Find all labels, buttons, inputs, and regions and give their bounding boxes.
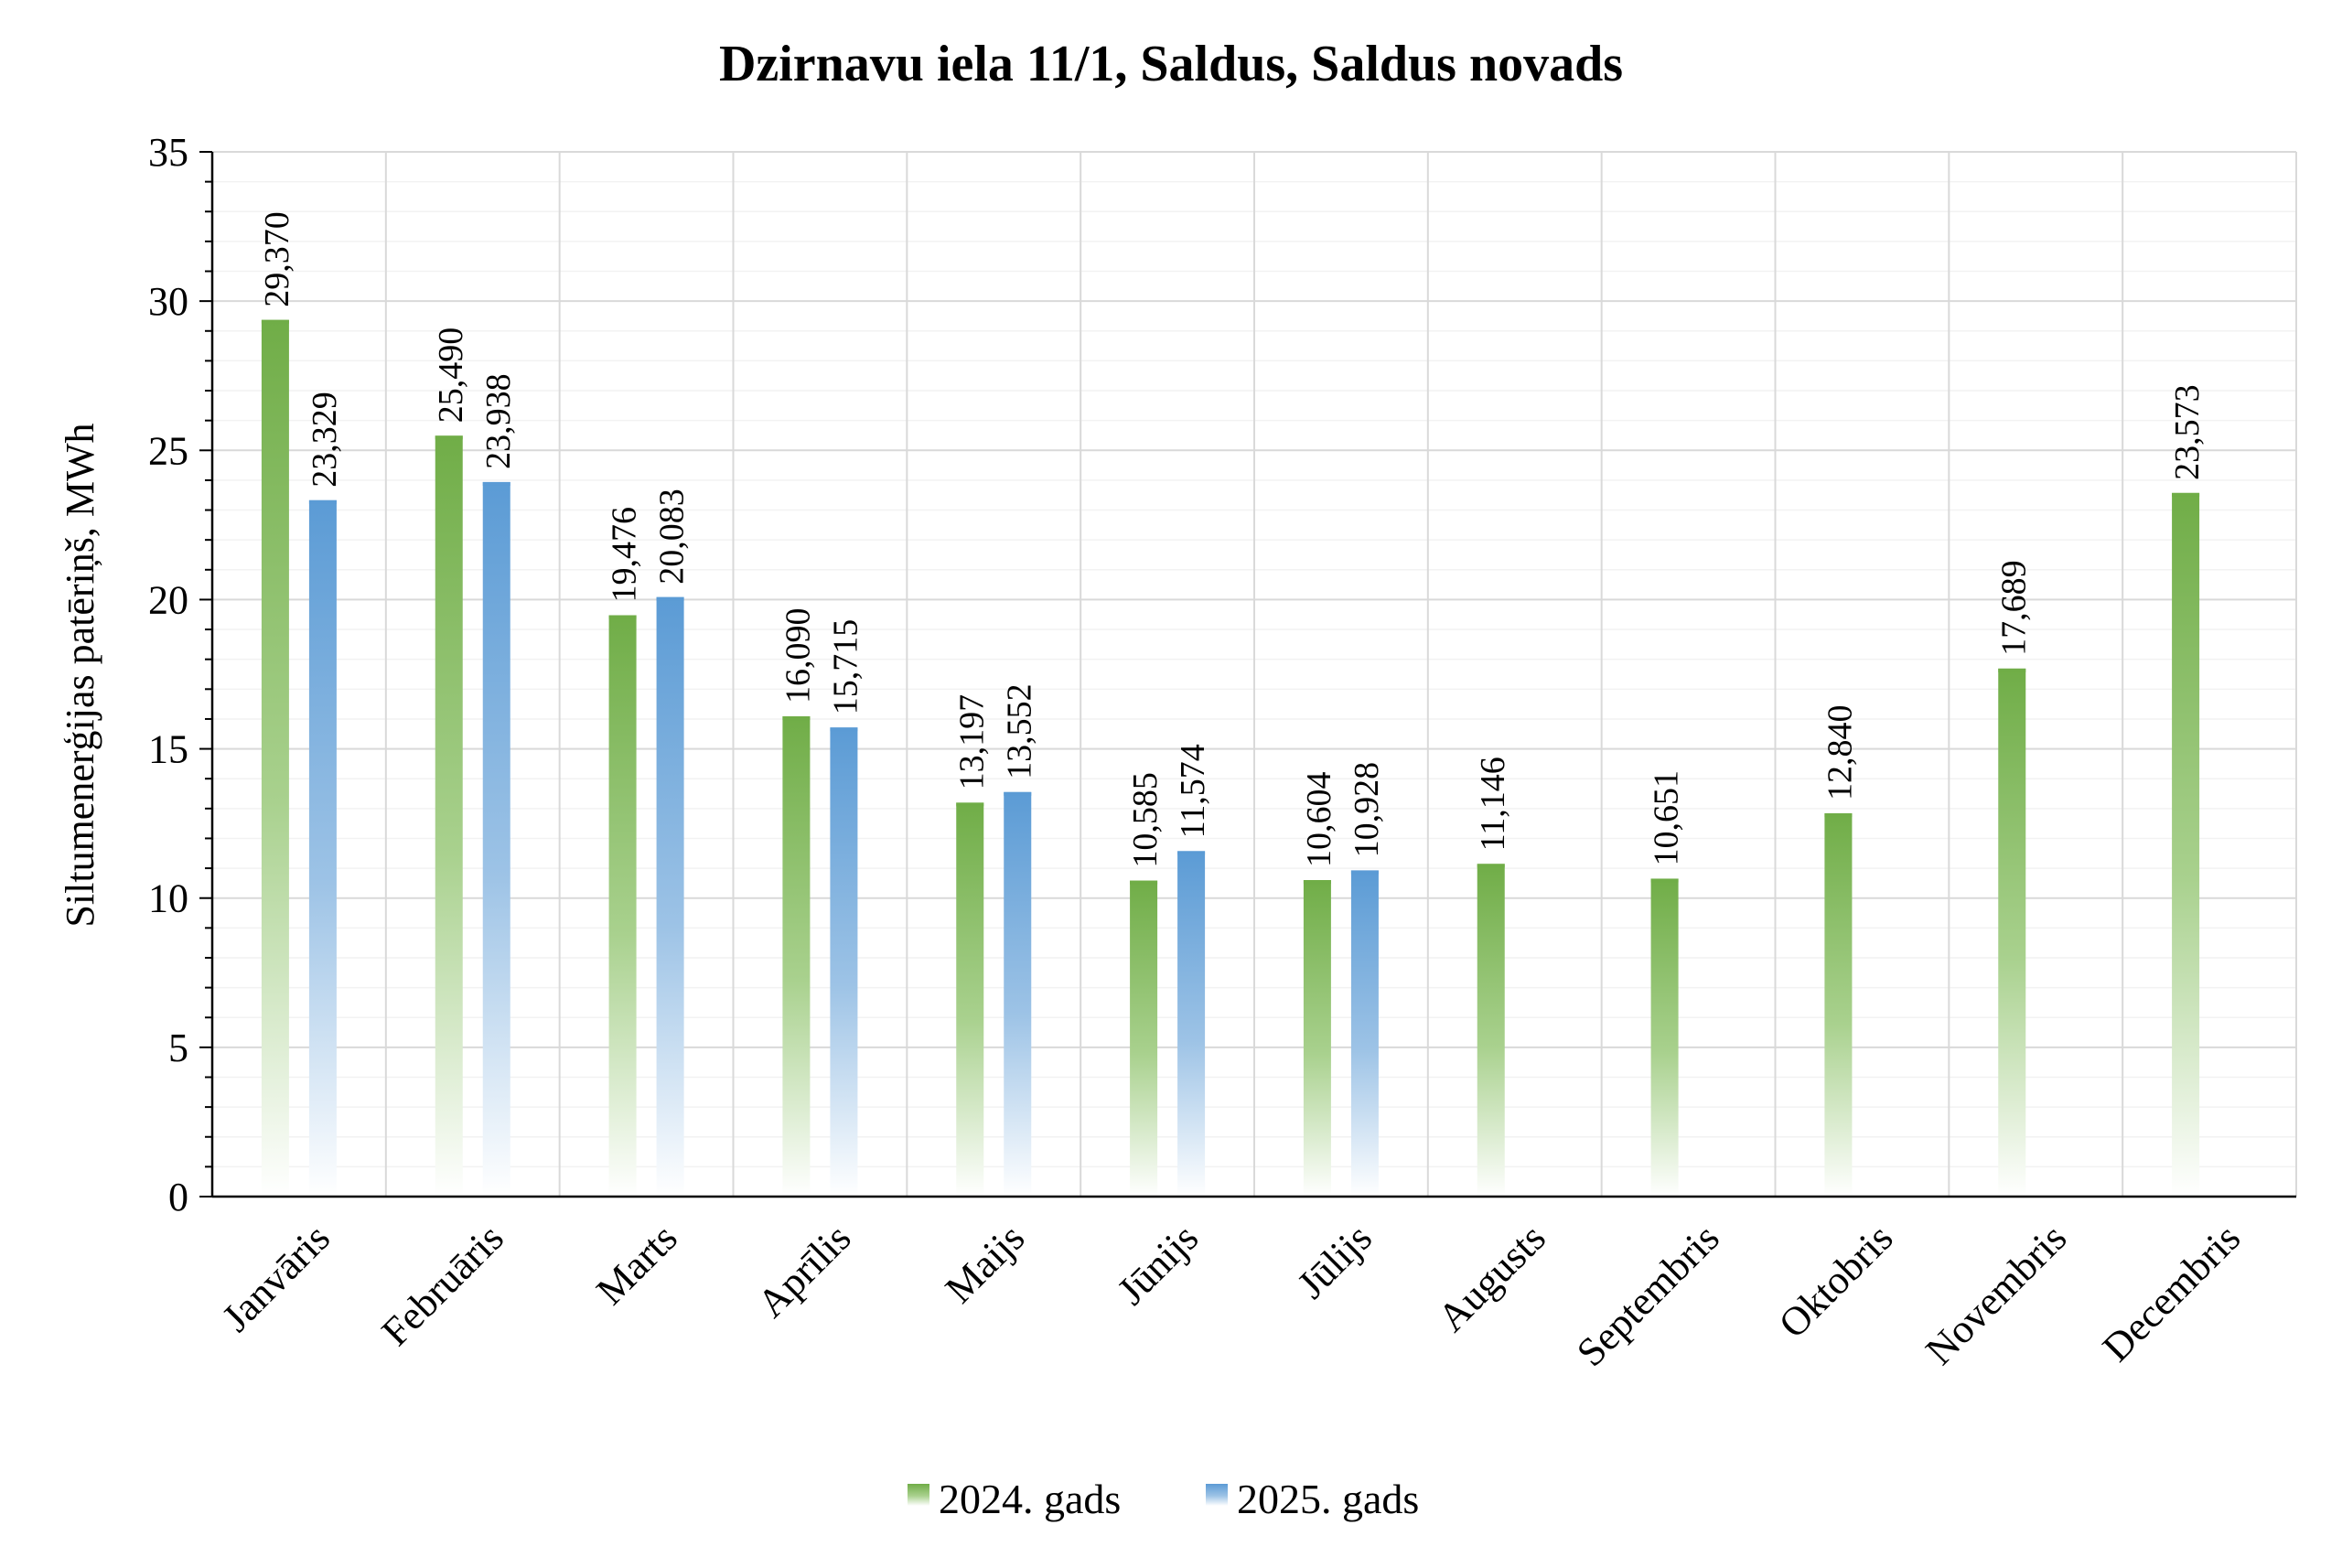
- data-labels: 29,370 25,490 19,476 16,090 13,197 10,585 10,6…: [258, 211, 2207, 867]
- bar-2024: [608, 615, 637, 1197]
- y-tick-label: 15: [148, 727, 188, 772]
- x-tick-label: Aprīlis: [748, 1215, 859, 1326]
- bar-2024: [2172, 492, 2200, 1197]
- y-tick-label: 5: [168, 1026, 188, 1070]
- bar-top-edge: [830, 727, 858, 732]
- bar-2025: [308, 499, 337, 1197]
- x-tick-label: Novembris: [1917, 1215, 2075, 1373]
- bar-2024: [1303, 880, 1331, 1197]
- bar-top-edge: [261, 319, 289, 324]
- bar-top-edge: [1824, 813, 1853, 818]
- bar-2024: [1824, 813, 1853, 1197]
- y-tick-label: 20: [148, 577, 188, 622]
- data-label: 13,197: [952, 694, 991, 790]
- bar-2024: [1998, 668, 2026, 1197]
- x-tick-label: Janvāris: [213, 1215, 338, 1340]
- bar-2025: [656, 596, 684, 1197]
- x-tick-label: Jūlijs: [1289, 1215, 1380, 1306]
- bar-2024: [782, 716, 811, 1197]
- bar-2024: [261, 319, 289, 1197]
- bar-2025: [482, 481, 510, 1197]
- bar-2024: [956, 802, 984, 1197]
- legend-swatch: [1206, 1484, 1228, 1506]
- bar-2025: [830, 727, 858, 1197]
- data-label: 23,573: [2168, 384, 2207, 480]
- bar-2024: [1130, 880, 1158, 1197]
- data-label: 23,938: [479, 373, 518, 469]
- data-label: 29,370: [258, 211, 296, 307]
- x-tick-labels: Janvāris Februāris Marts Aprīlis Maijs Jūnijs…: [213, 1215, 2249, 1375]
- bar-top-edge: [1477, 864, 1505, 868]
- bar-top-edge: [435, 435, 463, 440]
- chart-title: Dzirnavu iela 11/1, Saldus, Saldus novad…: [719, 36, 1623, 92]
- y-tick-label: 0: [168, 1175, 188, 1219]
- bar-2025: [1004, 791, 1032, 1197]
- x-tick-label: Decembris: [2094, 1215, 2249, 1369]
- bar-2025: [1350, 870, 1379, 1197]
- legend-label: 2025. gads: [1237, 1476, 1419, 1522]
- data-label: 11,146: [1474, 757, 1512, 851]
- x-tick-label: Jūnijs: [1109, 1215, 1207, 1313]
- x-tick-label: Augusts: [1429, 1215, 1554, 1340]
- bar-2024: [1477, 864, 1505, 1197]
- data-label: 20,083: [653, 489, 692, 585]
- x-tick-label: Maijs: [937, 1215, 1034, 1312]
- bar-top-edge: [1130, 880, 1158, 885]
- bar-top-edge: [308, 499, 337, 504]
- data-label: 12,840: [1821, 705, 1859, 801]
- y-tick-label: 10: [148, 876, 188, 921]
- y-tick-label: 30: [148, 279, 188, 324]
- data-label: 10,928: [1348, 762, 1386, 858]
- x-tick-label: Septembris: [1568, 1215, 1728, 1375]
- bar-2024: [1650, 878, 1679, 1197]
- legend-swatch: [908, 1484, 929, 1506]
- data-label: 15,715: [826, 619, 865, 715]
- y-tick-label: 25: [148, 428, 188, 473]
- bar-top-edge: [1998, 668, 2026, 672]
- bar-top-edge: [1177, 851, 1206, 855]
- y-axis-label: Siltumenerģijas patēriņš, MWh: [58, 423, 102, 927]
- legend: 2024. gads 2025. gads: [908, 1476, 1419, 1522]
- bar-top-edge: [1350, 870, 1379, 875]
- data-label: 25,490: [432, 328, 470, 424]
- data-label: 13,552: [1000, 683, 1038, 779]
- bar-top-edge: [608, 615, 637, 619]
- bar-2025: [1177, 851, 1206, 1197]
- legend-label: 2024. gads: [939, 1476, 1121, 1522]
- axes: [199, 151, 2296, 1198]
- bar-top-edge: [1004, 791, 1032, 796]
- bar-top-edge: [2172, 492, 2200, 497]
- data-label: 23,329: [306, 392, 344, 488]
- bar-top-edge: [1303, 880, 1331, 885]
- x-tick-label: Februāris: [373, 1215, 512, 1354]
- x-tick-label: Marts: [587, 1215, 685, 1313]
- data-label: 10,651: [1648, 770, 1686, 866]
- data-label: 11,574: [1174, 744, 1212, 838]
- data-label: 19,476: [606, 507, 644, 603]
- data-label: 17,689: [1994, 560, 2033, 656]
- y-tick-labels: 0 5 10 15 20 25 30 35: [148, 130, 188, 1219]
- bar-top-edge: [782, 716, 811, 721]
- grid: [212, 151, 2297, 1197]
- x-tick-label: Oktobris: [1770, 1215, 1902, 1347]
- bar-top-edge: [656, 596, 684, 601]
- bar-top-edge: [1650, 878, 1679, 883]
- bars: [261, 319, 2200, 1197]
- bar-top-edge: [956, 802, 984, 807]
- data-label: 10,585: [1126, 772, 1165, 868]
- data-label: 10,604: [1300, 772, 1338, 868]
- bar-2024: [435, 435, 463, 1197]
- bar-top-edge: [482, 481, 510, 486]
- data-label: 16,090: [779, 608, 817, 704]
- y-tick-label: 35: [148, 130, 188, 175]
